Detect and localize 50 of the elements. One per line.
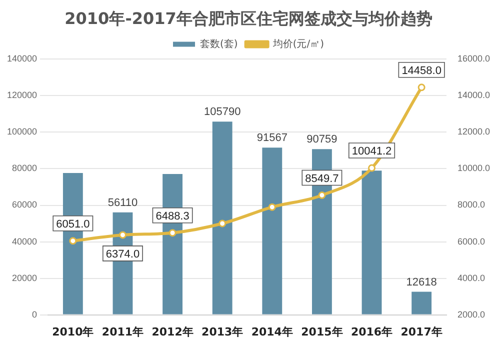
point xyxy=(218,220,226,228)
y-tick-label: 80000 xyxy=(12,163,38,174)
x-tick-label: 2014年 xyxy=(251,325,293,338)
point xyxy=(418,84,426,92)
point xyxy=(368,164,376,172)
legend-label: 均价(元/㎡) xyxy=(272,38,324,50)
x-tick-label: 2015年 xyxy=(301,325,343,338)
x-tick-label: 2016年 xyxy=(350,325,393,338)
y2-tick-label: 8000.0 xyxy=(457,200,485,210)
bar xyxy=(262,148,282,314)
bar xyxy=(212,122,232,314)
x-tick-label: 2012年 xyxy=(152,325,194,338)
y2-tick-label: 12000.0 xyxy=(457,126,490,137)
data-label: 8549.7 xyxy=(305,172,339,185)
y2-tick-label: 10000.0 xyxy=(457,163,490,174)
point xyxy=(318,191,326,199)
point xyxy=(168,229,176,237)
data-label: 10041.2 xyxy=(352,146,392,158)
point xyxy=(118,231,126,239)
point xyxy=(69,237,77,245)
legend-label: 套数(套) xyxy=(200,38,238,50)
y2-tick-label: 4000.0 xyxy=(457,272,485,283)
data-label: 91567 xyxy=(256,132,288,144)
x-tick-label: 2013年 xyxy=(202,325,244,338)
y2-tick-label: 16000.0 xyxy=(457,54,490,64)
data-label: 14458.0 xyxy=(402,64,442,77)
y-tick-label: 120000 xyxy=(6,90,38,100)
data-label: 56110 xyxy=(108,196,138,209)
y2-tick-label: 2000.0 xyxy=(457,309,485,320)
data-label: 90759 xyxy=(306,134,338,146)
y-tick-label: 100000 xyxy=(6,126,38,137)
chart-title: 2010年-2017年合肥市区住宅网签成交与均价趋势 xyxy=(64,8,432,28)
data-label: 6051.0 xyxy=(56,218,90,230)
data-label: 6374.0 xyxy=(106,248,140,260)
bar xyxy=(362,170,382,314)
data-label: 12618 xyxy=(406,276,437,288)
x-tick-label: 2017年 xyxy=(400,325,442,338)
point xyxy=(268,203,276,211)
x-tick-label: 2010年 xyxy=(52,325,94,338)
data-label: 105790 xyxy=(204,106,241,118)
y-tick-label: 20000 xyxy=(12,272,38,283)
x-tick-label: 2011年 xyxy=(102,325,144,338)
y-tick-label: 0 xyxy=(32,309,38,320)
y2-tick-label: 6000.0 xyxy=(457,236,485,246)
y-tick-label: 40000 xyxy=(12,236,38,246)
y2-tick-label: 14000.0 xyxy=(457,90,490,100)
data-label: 6488.3 xyxy=(156,210,190,222)
y-tick-label: 60000 xyxy=(12,200,38,210)
bar xyxy=(412,292,432,314)
y-tick-label: 140000 xyxy=(6,54,38,64)
